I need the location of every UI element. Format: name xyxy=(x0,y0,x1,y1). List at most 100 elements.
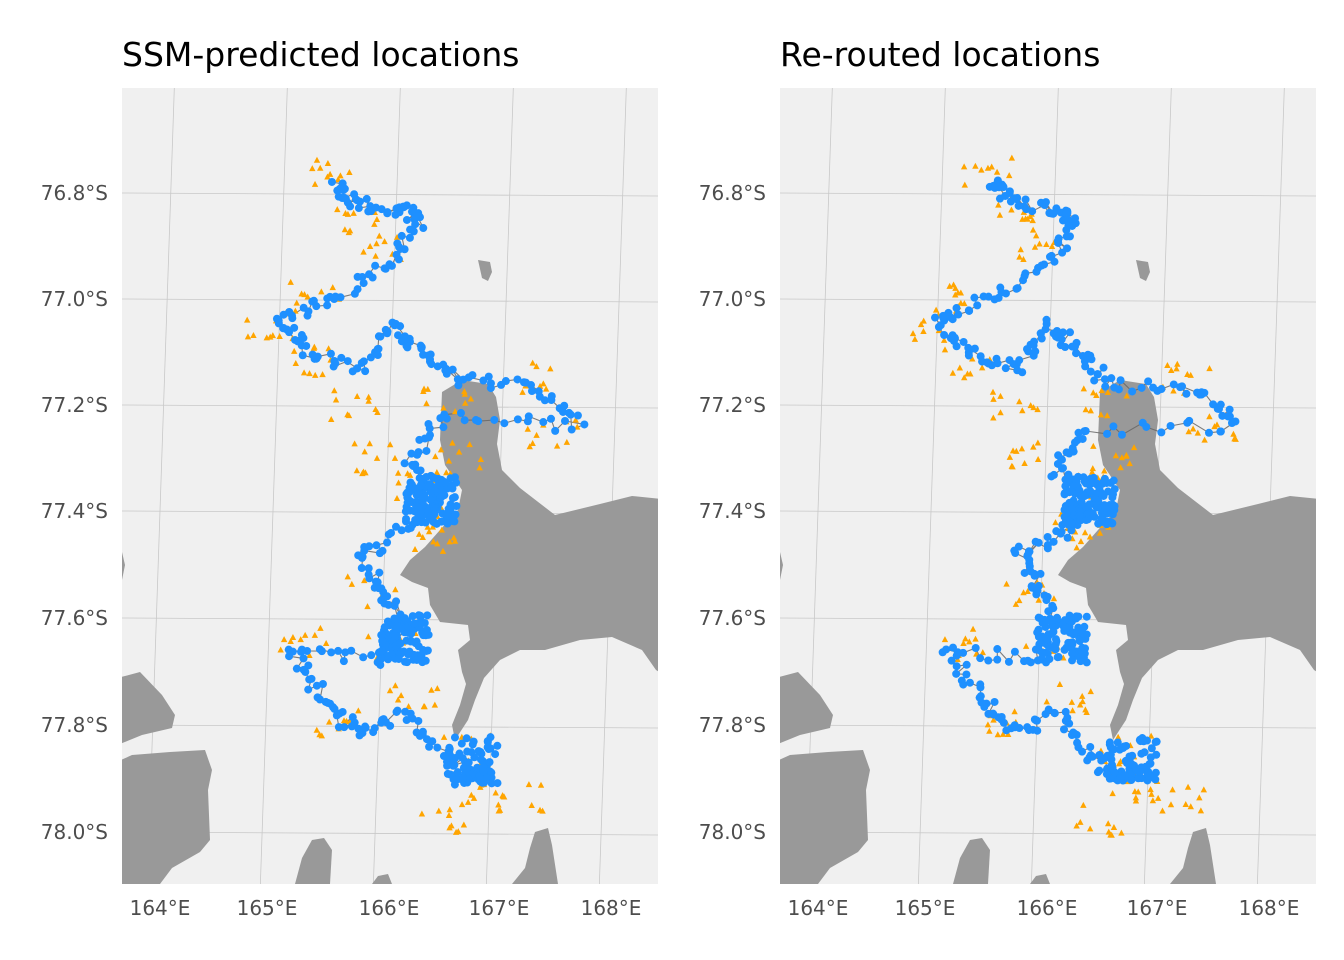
predicted-point xyxy=(371,577,380,586)
predicted-point xyxy=(439,423,448,432)
predicted-point xyxy=(307,674,316,683)
predicted-point xyxy=(1086,751,1095,760)
observed-point xyxy=(250,332,257,339)
observed-point xyxy=(1184,371,1191,378)
x-tick-label: 167°E xyxy=(1127,896,1188,920)
predicted-point xyxy=(451,510,460,519)
predicted-point xyxy=(1001,364,1010,373)
observed-point xyxy=(1185,428,1192,435)
x-tick-label: 168°E xyxy=(1239,896,1300,920)
observed-point xyxy=(433,469,441,476)
predicted-point xyxy=(448,365,457,374)
observed-point xyxy=(1126,460,1133,467)
observed-point xyxy=(966,638,973,645)
predicted-point xyxy=(449,761,458,770)
predicted-point xyxy=(1058,621,1067,630)
predicted-point xyxy=(1047,616,1056,625)
panel-re-routed: Re-routed locations 164°E 165°E 166°E 167°E… xyxy=(699,35,1316,920)
predicted-point xyxy=(399,203,408,212)
predicted-point xyxy=(414,611,423,620)
predicted-point xyxy=(406,637,415,646)
observed-point xyxy=(1030,443,1037,450)
predicted-point xyxy=(457,739,466,748)
predicted-point xyxy=(464,758,473,767)
observed-point xyxy=(332,396,340,403)
predicted-point xyxy=(395,624,404,633)
y-tick-label: 78.0°S xyxy=(699,820,766,844)
predicted-point xyxy=(303,311,312,320)
predicted-point xyxy=(1037,261,1046,270)
meridian-line xyxy=(259,88,288,884)
predicted-point xyxy=(1054,451,1063,460)
predicted-point xyxy=(1080,622,1089,631)
predicted-point xyxy=(1138,418,1147,427)
predicted-point xyxy=(1114,385,1123,394)
predicted-point xyxy=(1038,648,1047,657)
observed-point xyxy=(526,443,533,450)
observed-point xyxy=(1148,790,1155,797)
x-tick-label: 166°E xyxy=(359,896,420,920)
predicted-point xyxy=(383,329,392,338)
y-tick-label: 77.8°S xyxy=(699,713,766,737)
predicted-point xyxy=(395,639,404,648)
land-edge-west xyxy=(780,552,783,580)
observed-point xyxy=(1201,436,1208,443)
observed-point xyxy=(1029,226,1037,233)
predicted-point xyxy=(1113,738,1122,747)
observed-point xyxy=(326,718,333,725)
predicted-point xyxy=(995,183,1004,192)
observed-point xyxy=(386,687,394,694)
predicted-point xyxy=(580,420,589,429)
predicted-point xyxy=(380,623,389,632)
observed-point xyxy=(353,467,361,474)
predicted-point xyxy=(1021,195,1030,204)
predicted-point xyxy=(408,612,417,621)
predicted-point xyxy=(561,416,570,425)
predicted-point xyxy=(962,660,971,669)
predicted-point xyxy=(1033,586,1042,595)
observed-point xyxy=(263,334,270,341)
predicted-point xyxy=(414,448,423,457)
predicted-point xyxy=(993,359,1002,368)
observed-point xyxy=(318,732,326,739)
predicted-point xyxy=(1182,389,1191,398)
predicted-point xyxy=(360,543,369,552)
predicted-point xyxy=(1102,770,1111,779)
predicted-point xyxy=(1004,657,1013,666)
y-tick-label: 76.8°S xyxy=(41,181,108,205)
predicted-point xyxy=(1103,751,1112,760)
predicted-point xyxy=(454,381,463,390)
predicted-point xyxy=(1063,533,1072,542)
predicted-point xyxy=(483,743,492,752)
predicted-point xyxy=(351,195,360,204)
predicted-point xyxy=(491,750,500,759)
predicted-point xyxy=(556,404,565,413)
meridian-line xyxy=(1030,88,1059,884)
predicted-point xyxy=(975,693,984,702)
observed-point xyxy=(1109,790,1116,797)
predicted-point xyxy=(1108,518,1117,527)
observed-point xyxy=(329,284,336,291)
predicted-point xyxy=(1075,637,1084,646)
predicted-point xyxy=(1137,383,1146,392)
predicted-point xyxy=(422,646,431,655)
predicted-point xyxy=(976,680,985,689)
predicted-point xyxy=(431,506,440,515)
predicted-point xyxy=(272,314,281,323)
observed-point xyxy=(451,408,459,415)
predicted-point xyxy=(954,310,963,319)
predicted-point xyxy=(942,645,951,654)
observed-point xyxy=(386,441,394,448)
predicted-point xyxy=(405,337,414,346)
observed-point xyxy=(1006,453,1014,460)
observed-point xyxy=(920,317,927,324)
predicted-point xyxy=(1152,750,1161,759)
observed-point xyxy=(1096,529,1104,536)
predicted-point xyxy=(1031,645,1040,654)
land-peak-a xyxy=(953,838,990,884)
predicted-point xyxy=(1157,428,1166,437)
predicted-point xyxy=(1082,612,1091,621)
predicted-point xyxy=(523,417,532,426)
predicted-point xyxy=(1108,493,1117,502)
predicted-point xyxy=(1068,649,1077,658)
